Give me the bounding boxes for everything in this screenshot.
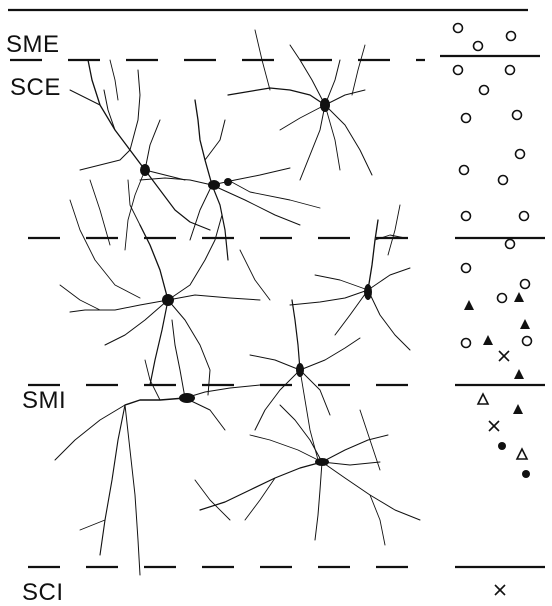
marker-open-circle <box>518 210 530 222</box>
marker-filled-triangle <box>514 292 524 302</box>
marker-filled-triangle <box>514 369 524 379</box>
marker-open-circle <box>478 84 490 96</box>
neuron-4 <box>69 179 261 396</box>
marker-open-circle <box>452 22 464 34</box>
marker-open-circle <box>505 30 517 42</box>
marker-open-circle <box>460 262 472 274</box>
neuron-drawings <box>54 29 421 576</box>
neuron-5 <box>289 219 411 351</box>
marker-filled-triangle <box>464 300 474 310</box>
marker-open-circle <box>460 337 472 349</box>
marker-open-circle <box>496 292 508 304</box>
marker-open-circle <box>511 109 523 121</box>
marker-filled-circle <box>522 470 530 478</box>
marker-filled-triangle <box>483 335 493 345</box>
marker-filled-triangle <box>513 404 523 414</box>
layer-label-sci: SCI <box>22 579 64 606</box>
marker-column <box>452 22 533 596</box>
neuron-8 <box>199 404 421 546</box>
marker-cross <box>488 420 500 432</box>
marker-open-circle <box>504 238 516 250</box>
neuron-6 <box>54 319 261 576</box>
marker-open-circle <box>504 64 516 76</box>
marker-open-circle <box>497 174 509 186</box>
layer-label-sme: SME <box>6 31 60 58</box>
marker-open-circle <box>458 164 470 176</box>
neuron-7 <box>249 299 361 461</box>
marker-open-circle <box>519 278 531 290</box>
neuron-3 <box>139 99 321 261</box>
layer-label-sce: SCE <box>10 74 61 101</box>
marker-open-circle <box>514 148 526 160</box>
marker-open-triangle <box>515 447 529 460</box>
marker-open-circle <box>452 64 464 76</box>
marker-cross <box>494 584 506 596</box>
marker-open-circle <box>521 335 533 347</box>
layer-label-smi: SMI <box>22 387 66 414</box>
marker-filled-circle <box>498 442 506 450</box>
neuron-2 <box>227 44 373 181</box>
marker-open-circle <box>472 40 484 52</box>
marker-open-circle <box>460 210 472 222</box>
marker-open-circle <box>460 112 472 124</box>
neuron-1 <box>69 59 211 251</box>
marker-filled-triangle <box>520 319 530 329</box>
marker-cross <box>498 350 510 362</box>
marker-open-triangle <box>476 392 490 405</box>
